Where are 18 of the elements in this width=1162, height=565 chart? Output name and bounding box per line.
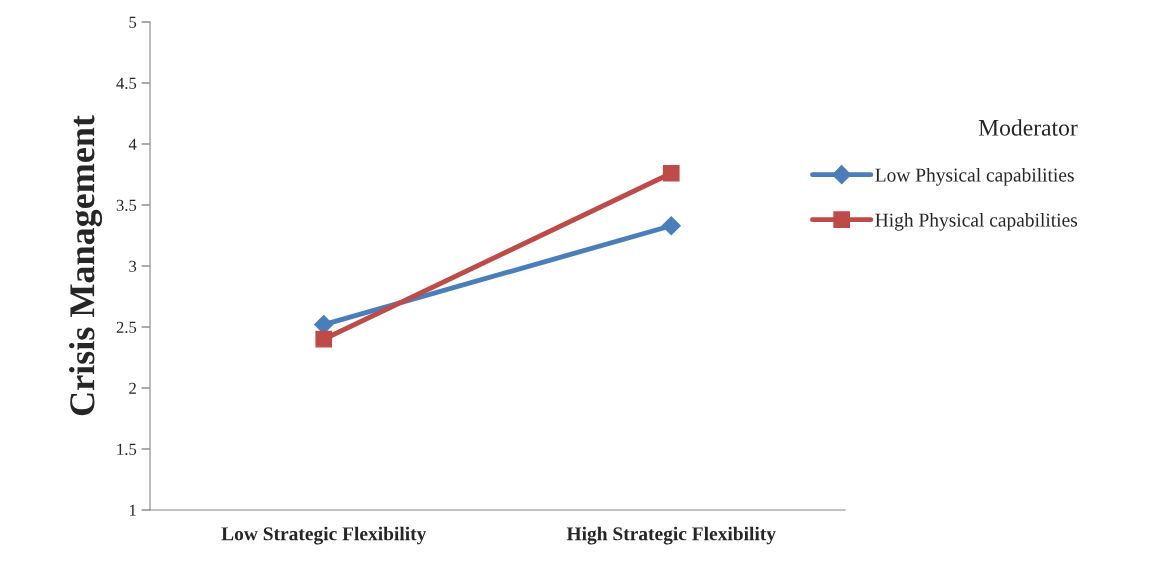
y-tick-label: 1 (129, 504, 136, 516)
y-tick-label: 4 (128, 138, 137, 150)
x-tick-label: High Strategic Flexibility (566, 526, 776, 545)
point (315, 330, 333, 348)
y-tick-label: 2.5 (116, 321, 137, 334)
legend-label: High Physical capabilities (875, 212, 1078, 231)
legend-title: Moderator (978, 119, 1078, 136)
point (662, 164, 680, 182)
legend-label: Low Physical capabilities (875, 167, 1074, 186)
y-tick-label: 3.5 (116, 199, 137, 212)
x-tick-label: Low Strategic Flexibility (221, 526, 427, 545)
y-axis-title: Crisis Management (69, 115, 103, 416)
point (661, 216, 681, 236)
y-tick-label: 5 (129, 16, 137, 28)
y-tick-label: 1.5 (117, 443, 137, 456)
y-tick-label: 4.5 (116, 77, 137, 90)
y-tick-label: 3 (129, 260, 137, 272)
y-tick-label: 2 (129, 382, 136, 394)
